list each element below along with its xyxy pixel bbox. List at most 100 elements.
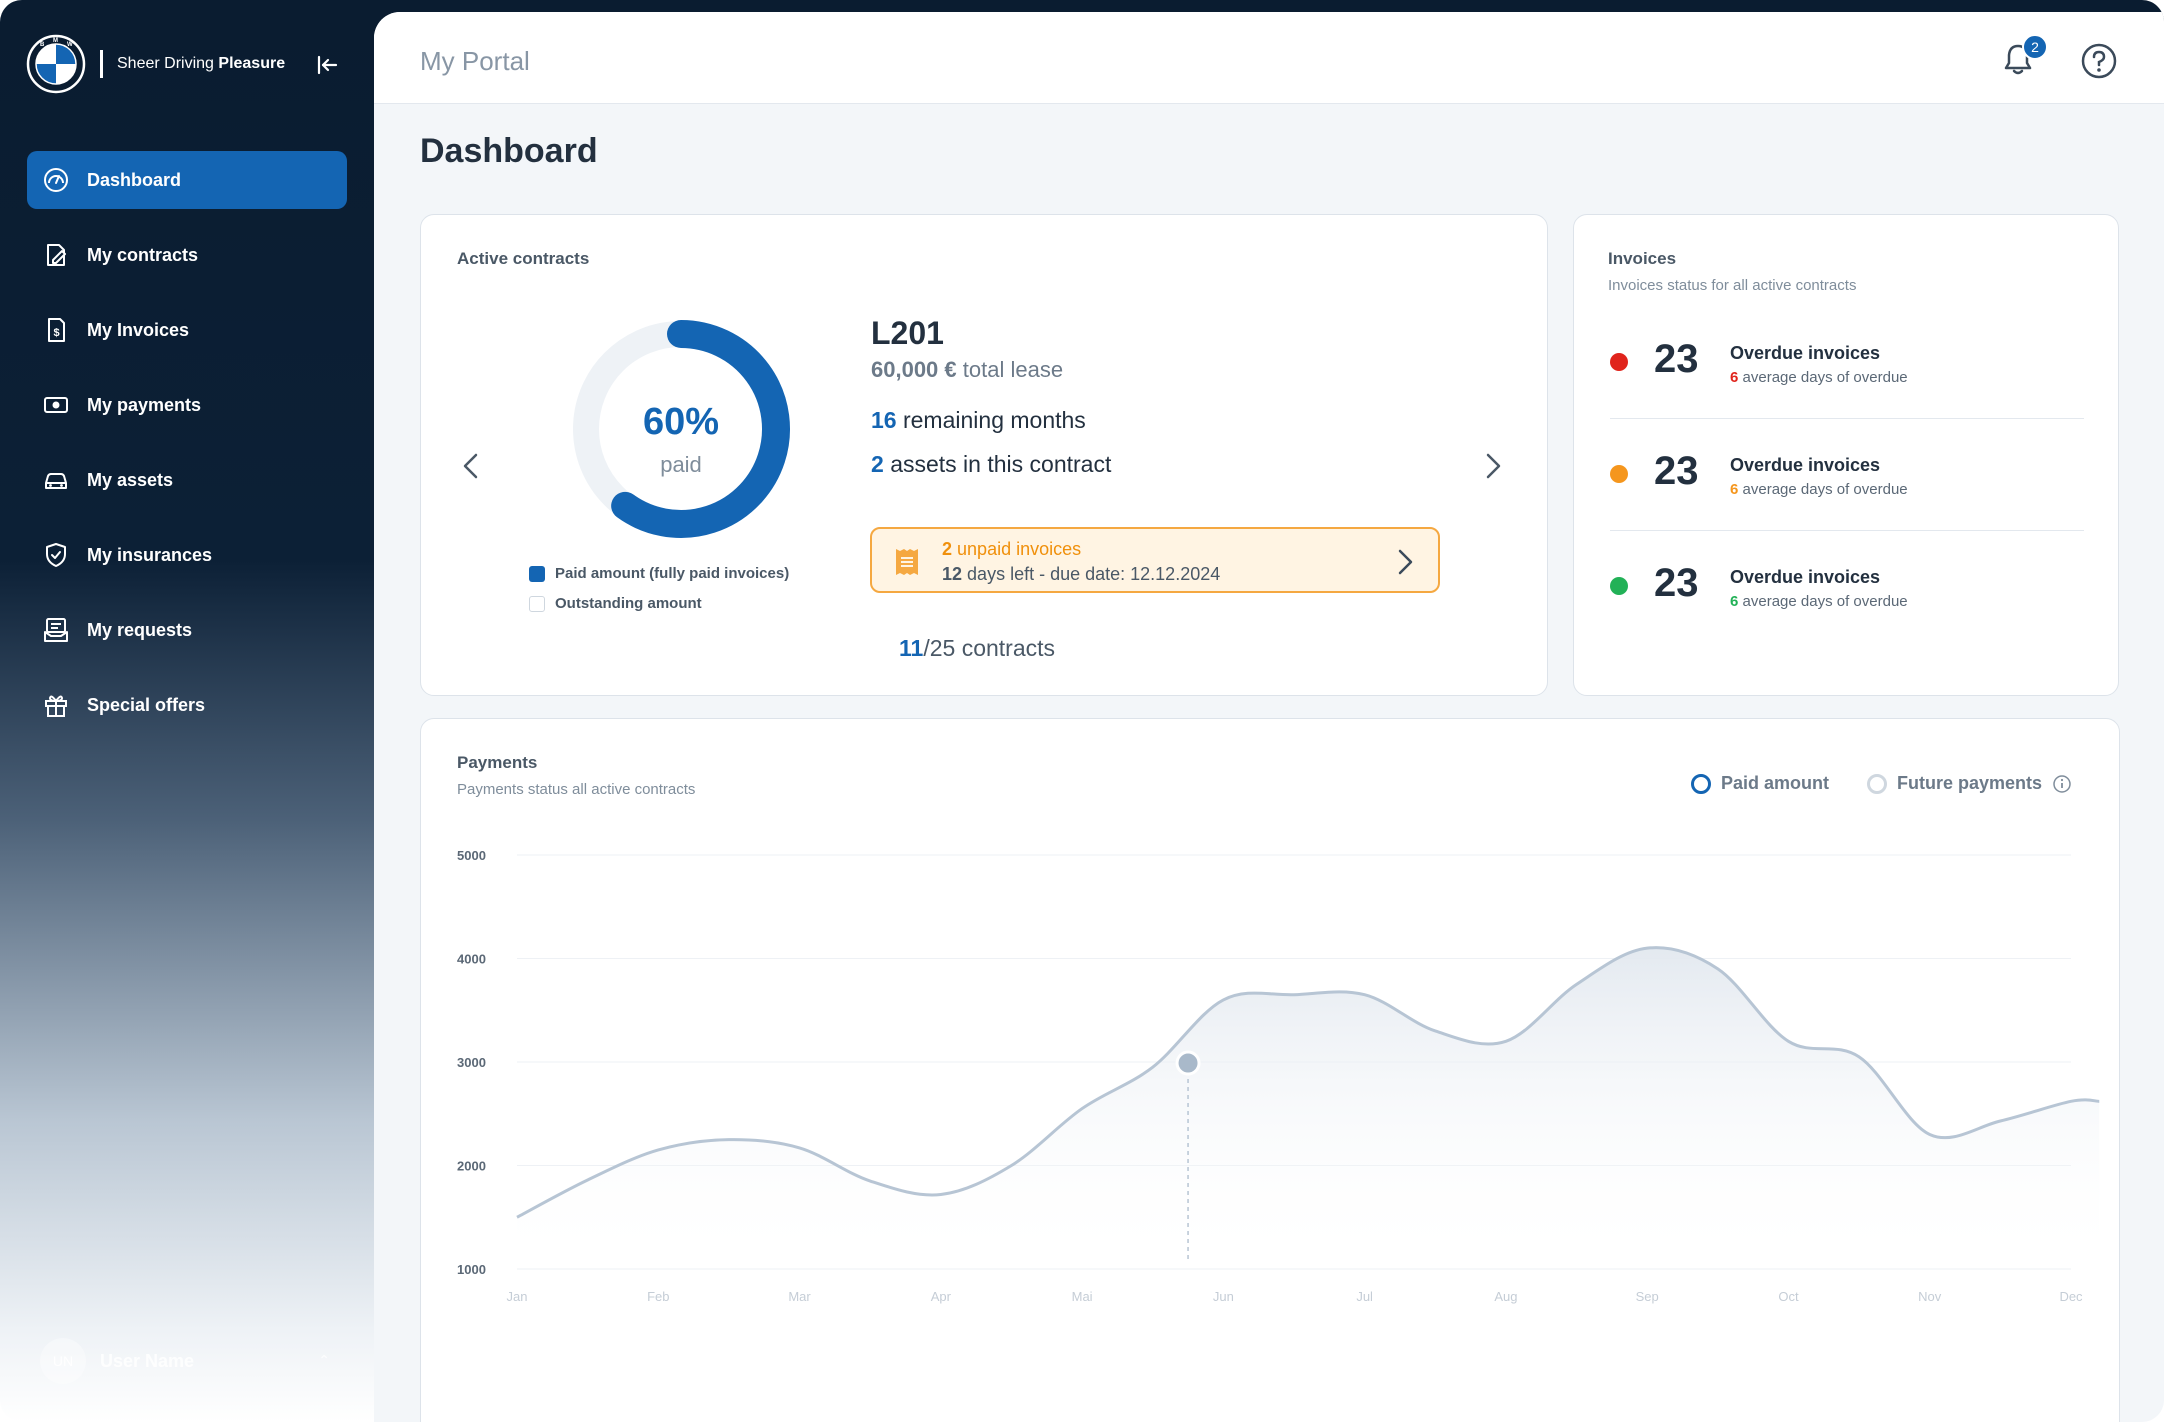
highlight-data-point[interactable] [1175, 1050, 1201, 1076]
chevron-right-icon [1398, 549, 1413, 575]
unpaid-invoices-alert[interactable]: 2 unpaid invoices 12 days left - due dat… [870, 527, 1440, 593]
x-tick-label: Oct [1778, 1289, 1799, 1304]
car-icon [41, 465, 71, 495]
payment-cash-icon [41, 390, 71, 420]
contract-id: L201 [871, 315, 944, 351]
page-title: Dashboard [420, 132, 598, 170]
legend-outstanding-amount: Outstanding amount [529, 595, 702, 612]
sidebar-item-contracts[interactable]: My contracts [27, 226, 347, 284]
x-tick-label: Mai [1072, 1289, 1093, 1304]
legend-toggle-future[interactable]: Future payments [1867, 773, 2072, 794]
avatar: UN [40, 1338, 86, 1384]
overdue-days: 6 average days of overdue [1730, 593, 1908, 610]
active-contracts-title: Active contracts [457, 249, 590, 268]
paid-percent: 60% [643, 401, 719, 443]
svg-text:B: B [40, 42, 45, 48]
payments-subtitle: Payments status all active contracts [457, 781, 696, 798]
sidebar-item-label: My payments [87, 394, 202, 415]
legend-outstanding-label: Outstanding amount [555, 595, 702, 612]
legend-future-text: Future payments [1897, 773, 2043, 793]
x-tick-label: Jun [1213, 1289, 1234, 1304]
x-tick-label: Sep [1636, 1289, 1659, 1304]
overdue-title: Overdue invoices [1730, 455, 1881, 475]
y-tick-label: 3000 [457, 1055, 486, 1070]
remaining-months: 16 remaining months [871, 407, 1086, 434]
invoice-status-row-green[interactable]: 23 Overdue invoices 6 average days of ov… [1610, 531, 2084, 643]
next-contract-arrow-icon[interactable] [1475, 449, 1509, 483]
payments-area [517, 947, 2100, 1269]
x-tick-label: Jul [1356, 1289, 1373, 1304]
sidebar-nav: Dashboard My contracts $ My Invoices My … [27, 151, 347, 751]
sidebar-item-label: My requests [87, 619, 193, 640]
unpaid-invoices-text: 2 unpaid invoices [942, 539, 1081, 560]
payments-card: Payments Payments status all active cont… [420, 718, 2120, 1422]
overdue-days: 6 average days of overdue [1730, 369, 1908, 386]
help-icon[interactable] [2080, 42, 2118, 80]
sidebar-item-invoices[interactable]: $ My Invoices [27, 301, 347, 359]
payments-line [516, 946, 2100, 1219]
days-left-label: days left - due date: 12.12.2024 [967, 564, 1221, 584]
svg-text:M: M [53, 38, 58, 44]
legend-paid-amount: Paid amount (fully paid invoices) [529, 565, 789, 582]
invoice-status-row-orange[interactable]: 23 Overdue invoices 6 average days of ov… [1610, 419, 2084, 531]
x-tick-label: Aug [1494, 1289, 1517, 1304]
payments-line-chart: 1000 2000 3000 4000 5000 Jan Feb Mar Apr Mai Jun J… [457, 848, 2100, 1304]
svg-text:$: $ [53, 327, 59, 339]
overdue-days-value: 6 [1730, 369, 1739, 386]
unpaid-count: 2 [942, 539, 953, 559]
overdue-count: 23 [1654, 561, 1699, 605]
bmw-logo-icon: B M W [26, 34, 86, 94]
x-tick-label: Feb [647, 1289, 669, 1304]
chevron-up-icon: ⌃ [318, 1353, 330, 1369]
overdue-days-label: average days of overdue [1742, 593, 1908, 610]
gift-icon [41, 690, 71, 720]
lease-amount: 60,000 € [871, 357, 957, 382]
sidebar-item-payments[interactable]: My payments [27, 376, 347, 434]
status-dot-green [1610, 577, 1628, 595]
portal-title: My Portal [420, 46, 530, 76]
tagline-bold: Pleasure [218, 55, 286, 72]
legend-swatch-paid [529, 565, 545, 582]
y-tick-label: 1000 [457, 1262, 486, 1277]
brand: B M W Sheer Driving Pleasure [26, 34, 285, 94]
sidebar-item-assets[interactable]: My assets [27, 451, 347, 509]
requests-inbox-icon [41, 615, 71, 645]
top-bar: My Portal 2 [374, 12, 2164, 104]
notification-badge: 2 [2022, 34, 2048, 60]
user-menu[interactable]: UN User Name ⌃ [40, 1338, 330, 1384]
shield-check-icon [41, 540, 71, 570]
sidebar-item-special-offers[interactable]: Special offers [27, 676, 347, 734]
assets-label: assets in this contract [890, 451, 1112, 477]
paid-label: paid [660, 452, 702, 477]
invoice-status-row-red[interactable]: 23 Overdue invoices 6 average days of ov… [1610, 307, 2084, 419]
receipt-icon [896, 549, 918, 575]
assets-count: 2 [871, 451, 884, 477]
contract-edit-icon [41, 240, 71, 270]
user-name: User Name [100, 1350, 195, 1371]
previous-contract-arrow-icon[interactable] [455, 449, 489, 483]
brand-tagline: Sheer Driving Pleasure [117, 55, 285, 73]
y-tick-label: 5000 [457, 848, 486, 863]
sidebar-item-label: My assets [87, 469, 174, 490]
collapse-sidebar-icon[interactable] [312, 50, 342, 80]
legend-toggle-paid[interactable]: Paid amount [1691, 773, 1829, 794]
overdue-title: Overdue invoices [1730, 567, 1881, 587]
sidebar-item-requests[interactable]: My requests [27, 601, 347, 659]
overdue-days-label: average days of overdue [1742, 481, 1908, 498]
contracts-current: 11 [899, 635, 924, 661]
sidebar-item-label: My contracts [87, 244, 199, 265]
status-dot-orange [1610, 465, 1628, 483]
days-left-value: 12 [942, 564, 963, 584]
sidebar-item-label: My Invoices [87, 319, 190, 340]
lease-label: total lease [962, 357, 1064, 382]
x-tick-label: Nov [1918, 1289, 1942, 1304]
sidebar-item-dashboard[interactable]: Dashboard [27, 151, 347, 209]
remaining-months-label: remaining months [902, 407, 1086, 433]
payments-title: Payments [457, 753, 538, 772]
svg-text:W: W [67, 42, 73, 48]
info-icon[interactable] [2052, 774, 2072, 794]
sidebar-item-label: Dashboard [87, 169, 182, 190]
future-radio-icon [1867, 773, 1887, 794]
sidebar-item-insurances[interactable]: My insurances [27, 526, 347, 584]
